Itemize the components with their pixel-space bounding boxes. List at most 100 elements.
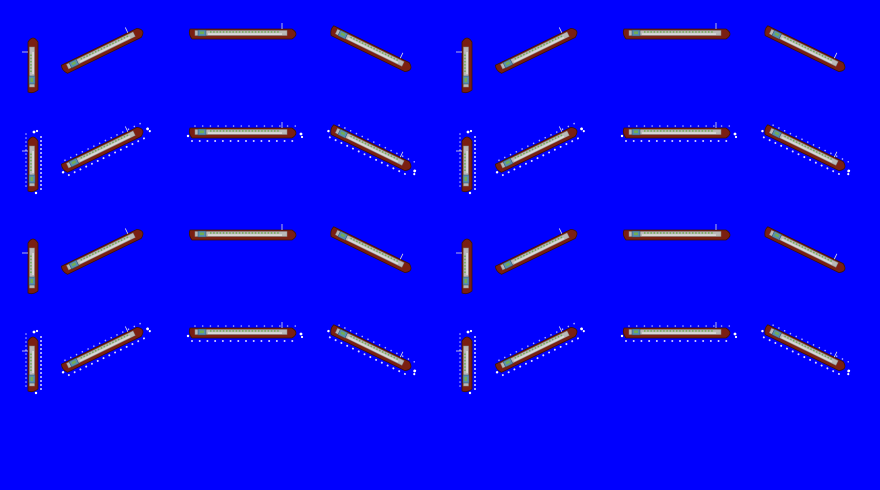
- wake-spray: [327, 324, 417, 376]
- windows: [514, 35, 563, 60]
- windows: [350, 335, 399, 360]
- deck: [194, 231, 288, 237]
- windows: [784, 135, 833, 160]
- ship-sprite-tanker-b-east-wake: [620, 322, 738, 342]
- ship-sprite-tanker-b-north-east-wake: [494, 122, 585, 177]
- mast: [558, 228, 563, 234]
- deck-strip: [347, 136, 399, 163]
- wake-spray: [186, 325, 304, 342]
- deck-strip: [513, 237, 565, 264]
- bridge-window: [340, 131, 346, 136]
- deck-strip: [466, 253, 468, 275]
- deck-strip: [513, 335, 565, 362]
- deck: [194, 329, 288, 335]
- deck-strip: [781, 238, 833, 265]
- deck-strip: [32, 253, 34, 275]
- bridge-window: [634, 130, 638, 133]
- windows: [80, 334, 129, 359]
- ship-sprite-tanker-a-north-wake: [22, 329, 42, 395]
- bridge-window: [634, 232, 638, 235]
- windows: [80, 236, 129, 261]
- bridge-window: [340, 331, 346, 336]
- mast: [124, 126, 129, 132]
- windows: [514, 134, 563, 159]
- deck-strip: [642, 33, 716, 35]
- ship-sprite-tanker-a-south-east-wake: [327, 124, 417, 176]
- mast: [399, 351, 404, 358]
- windows: [644, 232, 713, 234]
- deck-strip: [32, 151, 34, 173]
- bridge-window: [505, 160, 511, 165]
- wake-spray: [459, 329, 476, 395]
- wake-spray: [61, 322, 151, 377]
- ship-sprite-tanker-a-north-east-wake: [60, 322, 151, 377]
- windows: [350, 237, 399, 262]
- ship-sprite-tanker-b-east-calm: [622, 23, 731, 40]
- ship-sprite-tanker-a-south-east-calm: [330, 25, 412, 73]
- bridge-window: [774, 233, 780, 238]
- windows: [30, 153, 32, 171]
- ship-sprite-tanker-a-east-wake: [186, 322, 304, 342]
- bridge-window: [505, 262, 511, 267]
- mast: [124, 228, 129, 234]
- ship-sprite-tanker-a-north-wake: [22, 129, 42, 195]
- windows: [210, 232, 279, 234]
- windows: [210, 130, 279, 132]
- deck-strip: [79, 135, 131, 162]
- wake-spray: [25, 129, 42, 195]
- windows: [464, 153, 466, 171]
- windows: [784, 237, 833, 262]
- mast: [558, 126, 563, 132]
- deck-strip: [642, 332, 716, 334]
- bridge-window: [200, 232, 204, 235]
- mast: [399, 253, 404, 260]
- ship-sprite-tanker-b-north-wake: [456, 129, 476, 195]
- deck: [628, 30, 722, 36]
- ship-sprite-tanker-b-north-wake: [456, 329, 476, 395]
- wake-spray: [327, 124, 417, 176]
- ship-sprite-tanker-b-south-east-wake: [761, 324, 851, 376]
- deck-strip: [208, 234, 282, 236]
- ship-sprite-tanker-a-north-calm: [22, 238, 39, 295]
- bridge-window: [774, 331, 780, 336]
- mast: [399, 151, 404, 158]
- mast: [833, 351, 838, 358]
- deck-strip: [642, 132, 716, 134]
- deck-strip: [466, 351, 468, 373]
- ship-sprite-tanker-b-north-east-calm: [494, 27, 578, 74]
- wake-spray: [61, 122, 151, 177]
- ship-sprite-tanker-a-north-east-calm: [60, 27, 144, 74]
- windows: [514, 236, 563, 261]
- bridge-window: [505, 61, 511, 66]
- deck-strip: [513, 135, 565, 162]
- bridge-window: [30, 279, 33, 283]
- windows: [644, 130, 713, 132]
- bridge-window: [71, 360, 77, 365]
- ship-sprite-tanker-b-north-east-calm: [494, 228, 578, 275]
- bridge-window: [200, 330, 204, 333]
- wake-spray: [459, 129, 476, 195]
- windows: [350, 36, 399, 61]
- wake-spray: [761, 324, 851, 376]
- ship-sprite-tanker-a-north-east-wake: [60, 122, 151, 177]
- mast: [833, 151, 838, 158]
- bridge-window: [71, 262, 77, 267]
- windows: [514, 334, 563, 359]
- ship-sprite-tanker-b-south-east-calm: [764, 25, 846, 73]
- bridge-window: [340, 233, 346, 238]
- deck-strip: [781, 336, 833, 363]
- bridge-window: [464, 78, 467, 82]
- bridge-window: [634, 31, 638, 34]
- windows: [784, 36, 833, 61]
- windows: [30, 54, 32, 72]
- mast: [833, 253, 838, 260]
- ship-sprite-tanker-b-north-east-wake: [494, 322, 585, 377]
- ship-sprite-tanker-b-east-calm: [622, 224, 731, 241]
- ship-sprite-tanker-b-north-calm: [456, 238, 473, 295]
- ship-sprite-tanker-b-north-calm: [456, 37, 473, 94]
- windows: [784, 335, 833, 360]
- deck-strip: [347, 336, 399, 363]
- deck-strip: [208, 132, 282, 134]
